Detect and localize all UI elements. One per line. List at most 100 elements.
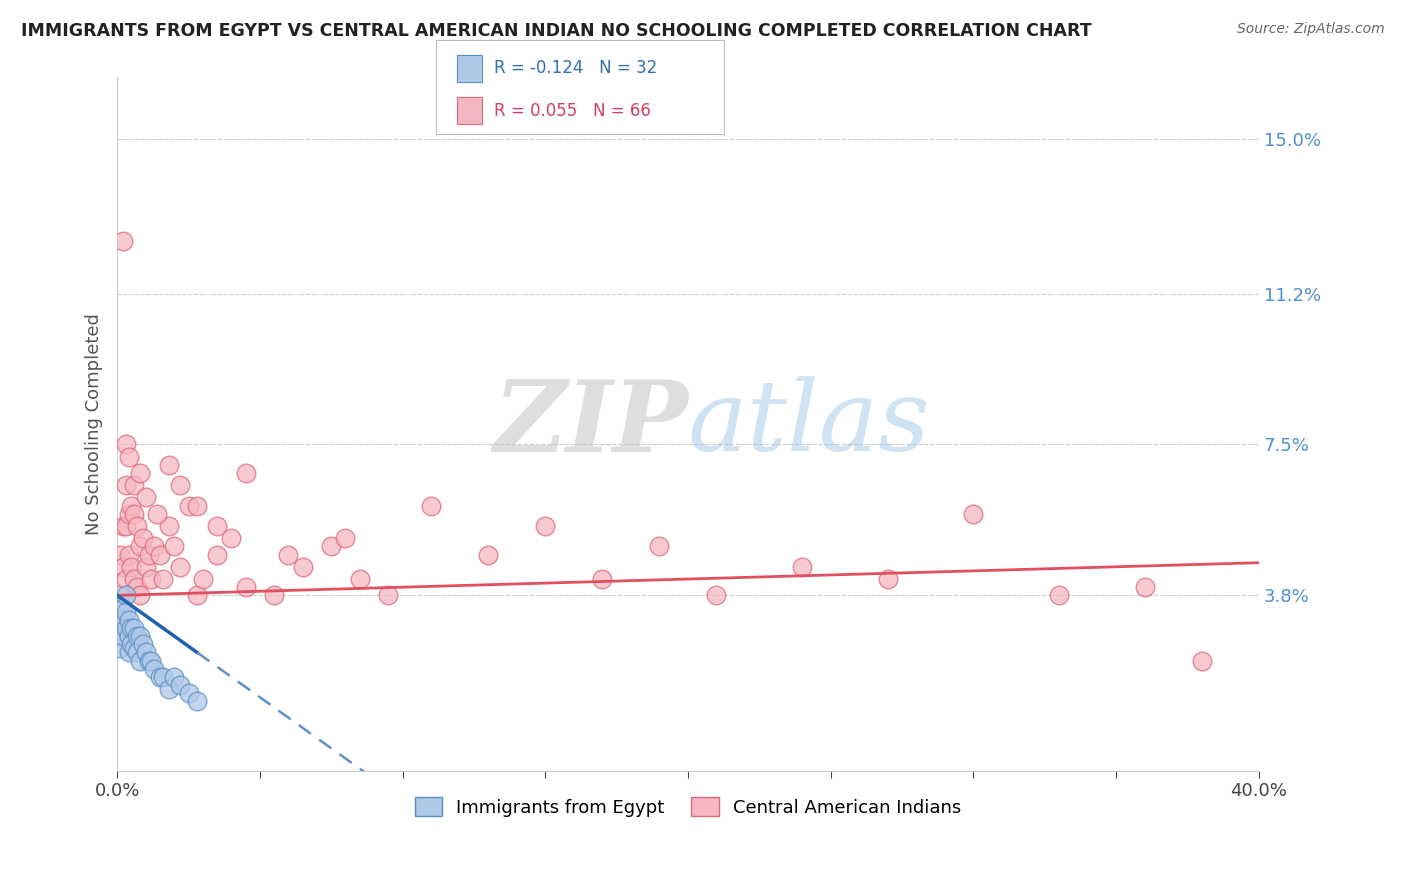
Point	[235, 580, 257, 594]
Legend: Immigrants from Egypt, Central American Indians: Immigrants from Egypt, Central American …	[408, 790, 969, 824]
Point	[1047, 588, 1070, 602]
Point	[321, 540, 343, 554]
Point	[108, 621, 131, 635]
Point	[117, 645, 139, 659]
Point	[132, 531, 155, 545]
Point	[114, 519, 136, 533]
Point	[114, 605, 136, 619]
Point	[962, 507, 984, 521]
Point	[876, 572, 898, 586]
Point	[117, 450, 139, 464]
Point	[132, 637, 155, 651]
Point	[648, 540, 671, 554]
Point	[177, 686, 200, 700]
Point	[420, 499, 443, 513]
Point	[177, 499, 200, 513]
Text: IMMIGRANTS FROM EGYPT VS CENTRAL AMERICAN INDIAN NO SCHOOLING COMPLETED CORRELAT: IMMIGRANTS FROM EGYPT VS CENTRAL AMERICA…	[21, 22, 1091, 40]
Point	[135, 491, 157, 505]
Point	[377, 588, 399, 602]
Point	[149, 670, 172, 684]
Point	[117, 507, 139, 521]
Point	[108, 629, 131, 643]
Point	[349, 572, 371, 586]
Point	[138, 654, 160, 668]
Point	[129, 540, 152, 554]
Point	[138, 548, 160, 562]
Point	[135, 559, 157, 574]
Point	[221, 531, 243, 545]
Point	[114, 621, 136, 635]
Point	[163, 540, 186, 554]
Point	[263, 588, 285, 602]
Text: R = 0.055   N = 66: R = 0.055 N = 66	[494, 102, 651, 120]
Point	[135, 645, 157, 659]
Point	[124, 641, 146, 656]
Point	[149, 548, 172, 562]
Text: ZIP: ZIP	[494, 376, 688, 473]
Point	[141, 654, 163, 668]
Point	[1191, 654, 1213, 668]
Point	[114, 478, 136, 492]
Point	[111, 600, 134, 615]
Point	[117, 629, 139, 643]
Point	[186, 694, 208, 708]
Point	[157, 682, 180, 697]
Point	[114, 588, 136, 602]
Point	[129, 588, 152, 602]
Point	[108, 621, 131, 635]
Point	[129, 654, 152, 668]
Point	[1133, 580, 1156, 594]
Point	[129, 466, 152, 480]
Point	[191, 572, 214, 586]
Text: atlas: atlas	[688, 376, 931, 472]
Point	[169, 478, 191, 492]
Point	[127, 645, 149, 659]
Point	[186, 588, 208, 602]
Point	[114, 437, 136, 451]
Point	[111, 629, 134, 643]
Point	[117, 613, 139, 627]
Point	[169, 678, 191, 692]
Point	[111, 559, 134, 574]
Point	[277, 548, 299, 562]
Point	[205, 519, 228, 533]
Point	[127, 519, 149, 533]
Point	[108, 588, 131, 602]
Point	[591, 572, 613, 586]
Point	[141, 572, 163, 586]
Point	[111, 600, 134, 615]
Point	[205, 548, 228, 562]
Text: Source: ZipAtlas.com: Source: ZipAtlas.com	[1237, 22, 1385, 37]
Point	[143, 662, 166, 676]
Point	[124, 478, 146, 492]
Point	[117, 548, 139, 562]
Point	[146, 507, 169, 521]
Point	[152, 572, 174, 586]
Point	[186, 499, 208, 513]
Point	[152, 670, 174, 684]
Point	[111, 519, 134, 533]
Point	[477, 548, 499, 562]
Point	[157, 519, 180, 533]
Point	[790, 559, 813, 574]
Text: R = -0.124   N = 32: R = -0.124 N = 32	[494, 60, 657, 78]
Y-axis label: No Schooling Completed: No Schooling Completed	[86, 313, 103, 535]
Point	[534, 519, 557, 533]
Point	[124, 572, 146, 586]
Point	[163, 670, 186, 684]
Point	[706, 588, 728, 602]
Point	[114, 572, 136, 586]
Point	[157, 458, 180, 472]
Point	[111, 234, 134, 248]
Point	[124, 621, 146, 635]
Point	[143, 540, 166, 554]
Point	[169, 559, 191, 574]
Point	[120, 499, 142, 513]
Point	[235, 466, 257, 480]
Point	[108, 548, 131, 562]
Point	[120, 637, 142, 651]
Point	[120, 621, 142, 635]
Point	[127, 580, 149, 594]
Point	[127, 629, 149, 643]
Point	[120, 559, 142, 574]
